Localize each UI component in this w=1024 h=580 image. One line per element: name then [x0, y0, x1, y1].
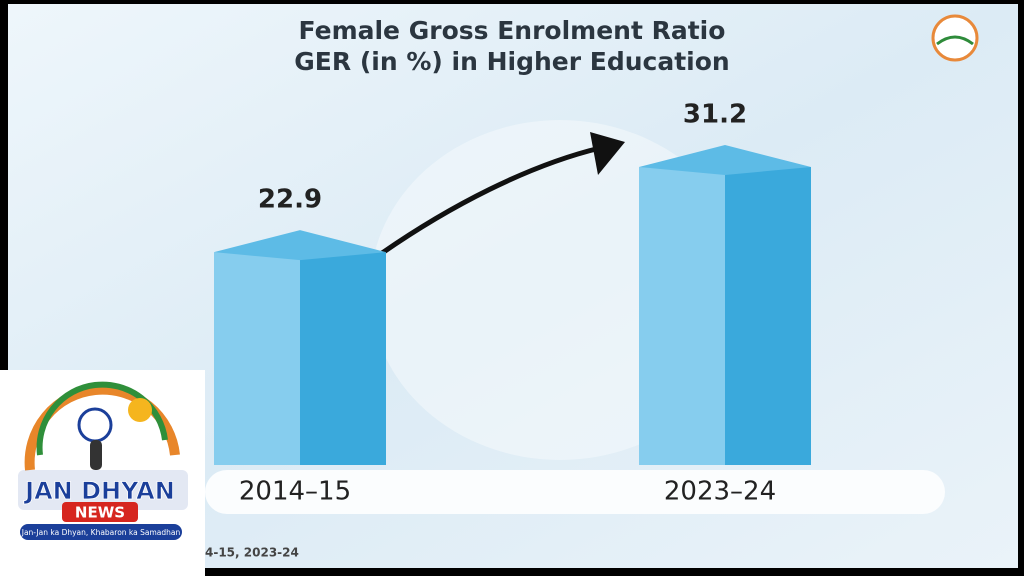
- logo-news-bg: [62, 502, 138, 522]
- bar-side: [300, 252, 386, 465]
- x-tick-label: 2014–15: [239, 477, 351, 507]
- bar-front: [639, 167, 725, 465]
- arrow-head: [590, 132, 625, 175]
- bar-side: [725, 167, 811, 465]
- x-tick-label: 2023–24: [664, 477, 776, 507]
- bar: [639, 145, 811, 465]
- category-band: [205, 470, 945, 514]
- bar-top: [639, 145, 811, 175]
- footnote: 4-15, 2023-24: [205, 546, 299, 560]
- bar-front: [214, 252, 300, 465]
- bar: [214, 230, 386, 465]
- chart-title: GER (in %) in Higher Education: [294, 47, 729, 76]
- pib-logo: [931, 14, 979, 62]
- logo-tagline: Jan-Jan ka Dhyan, Khabaron ka Samadhan: [21, 528, 181, 537]
- bar-top: [214, 230, 386, 261]
- logo-tagline-bg: [20, 524, 182, 540]
- logo-name: JAN DHYAN: [23, 477, 175, 505]
- value-label: 31.2: [683, 100, 747, 130]
- value-label: 22.9: [258, 185, 322, 215]
- trend-arrow: [373, 145, 601, 261]
- logo-news: NEWS: [75, 504, 125, 522]
- chart-title: Female Gross Enrolment Ratio: [299, 16, 726, 45]
